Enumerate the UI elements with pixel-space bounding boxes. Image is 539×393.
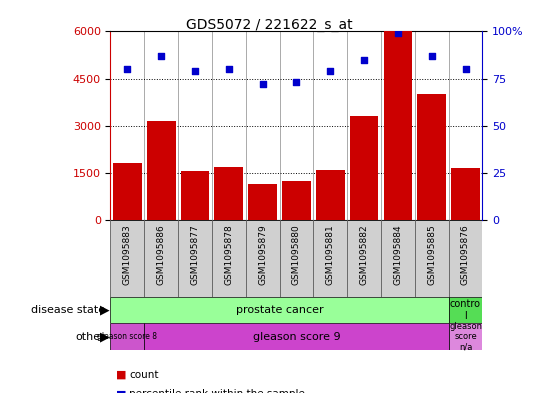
Point [258,81,267,87]
Point [461,66,470,72]
Bar [178,220,212,297]
Bar [448,297,482,323]
Bar [144,220,178,297]
Bar [316,170,344,220]
Bar [384,31,412,220]
Point [360,57,368,63]
Point [191,68,199,74]
Point [292,79,301,86]
Bar [248,184,277,220]
Text: GSM1095879: GSM1095879 [258,224,267,285]
Bar [451,168,480,220]
Text: ▶: ▶ [100,303,109,317]
Text: GDS5072 / 221622_s_at: GDS5072 / 221622_s_at [186,18,353,32]
Text: GSM1095883: GSM1095883 [123,224,132,285]
Text: GSM1095885: GSM1095885 [427,224,436,285]
Bar [313,220,347,297]
Text: disease state: disease state [31,305,105,315]
Bar [181,171,209,220]
Text: GSM1095882: GSM1095882 [360,224,369,285]
Text: ▶: ▶ [100,330,109,343]
Text: ■: ■ [116,370,126,380]
Point [157,53,165,59]
Bar [415,220,448,297]
Bar [350,116,378,220]
Point [123,66,132,72]
Text: count: count [129,370,159,380]
Bar [347,220,381,297]
Bar [147,121,176,220]
Text: ■: ■ [116,389,126,393]
Bar [381,220,415,297]
Text: GSM1095886: GSM1095886 [157,224,165,285]
Bar [280,220,313,297]
Text: GSM1095880: GSM1095880 [292,224,301,285]
Text: GSM1095881: GSM1095881 [326,224,335,285]
Text: prostate cancer: prostate cancer [236,305,323,315]
Point [393,30,402,37]
Text: gleason score 9: gleason score 9 [253,332,340,342]
Bar [417,94,446,220]
Bar [113,163,142,220]
Text: percentile rank within the sample: percentile rank within the sample [129,389,305,393]
Bar [212,220,246,297]
Text: other: other [75,332,105,342]
Bar [110,220,144,297]
Text: GSM1095877: GSM1095877 [190,224,199,285]
Bar [246,220,280,297]
Point [225,66,233,72]
Bar [215,167,243,220]
Text: GSM1095876: GSM1095876 [461,224,470,285]
Text: GSM1095878: GSM1095878 [224,224,233,285]
Point [427,53,436,59]
Text: gleason
score
n/a: gleason score n/a [449,322,482,352]
Text: gleason score 8: gleason score 8 [98,332,157,341]
Bar [110,323,144,350]
Text: GSM1095884: GSM1095884 [393,224,403,285]
Bar [282,181,311,220]
Bar [448,220,482,297]
Bar [448,323,482,350]
Point [326,68,335,74]
Bar [144,323,448,350]
Text: contro
l: contro l [450,299,481,321]
